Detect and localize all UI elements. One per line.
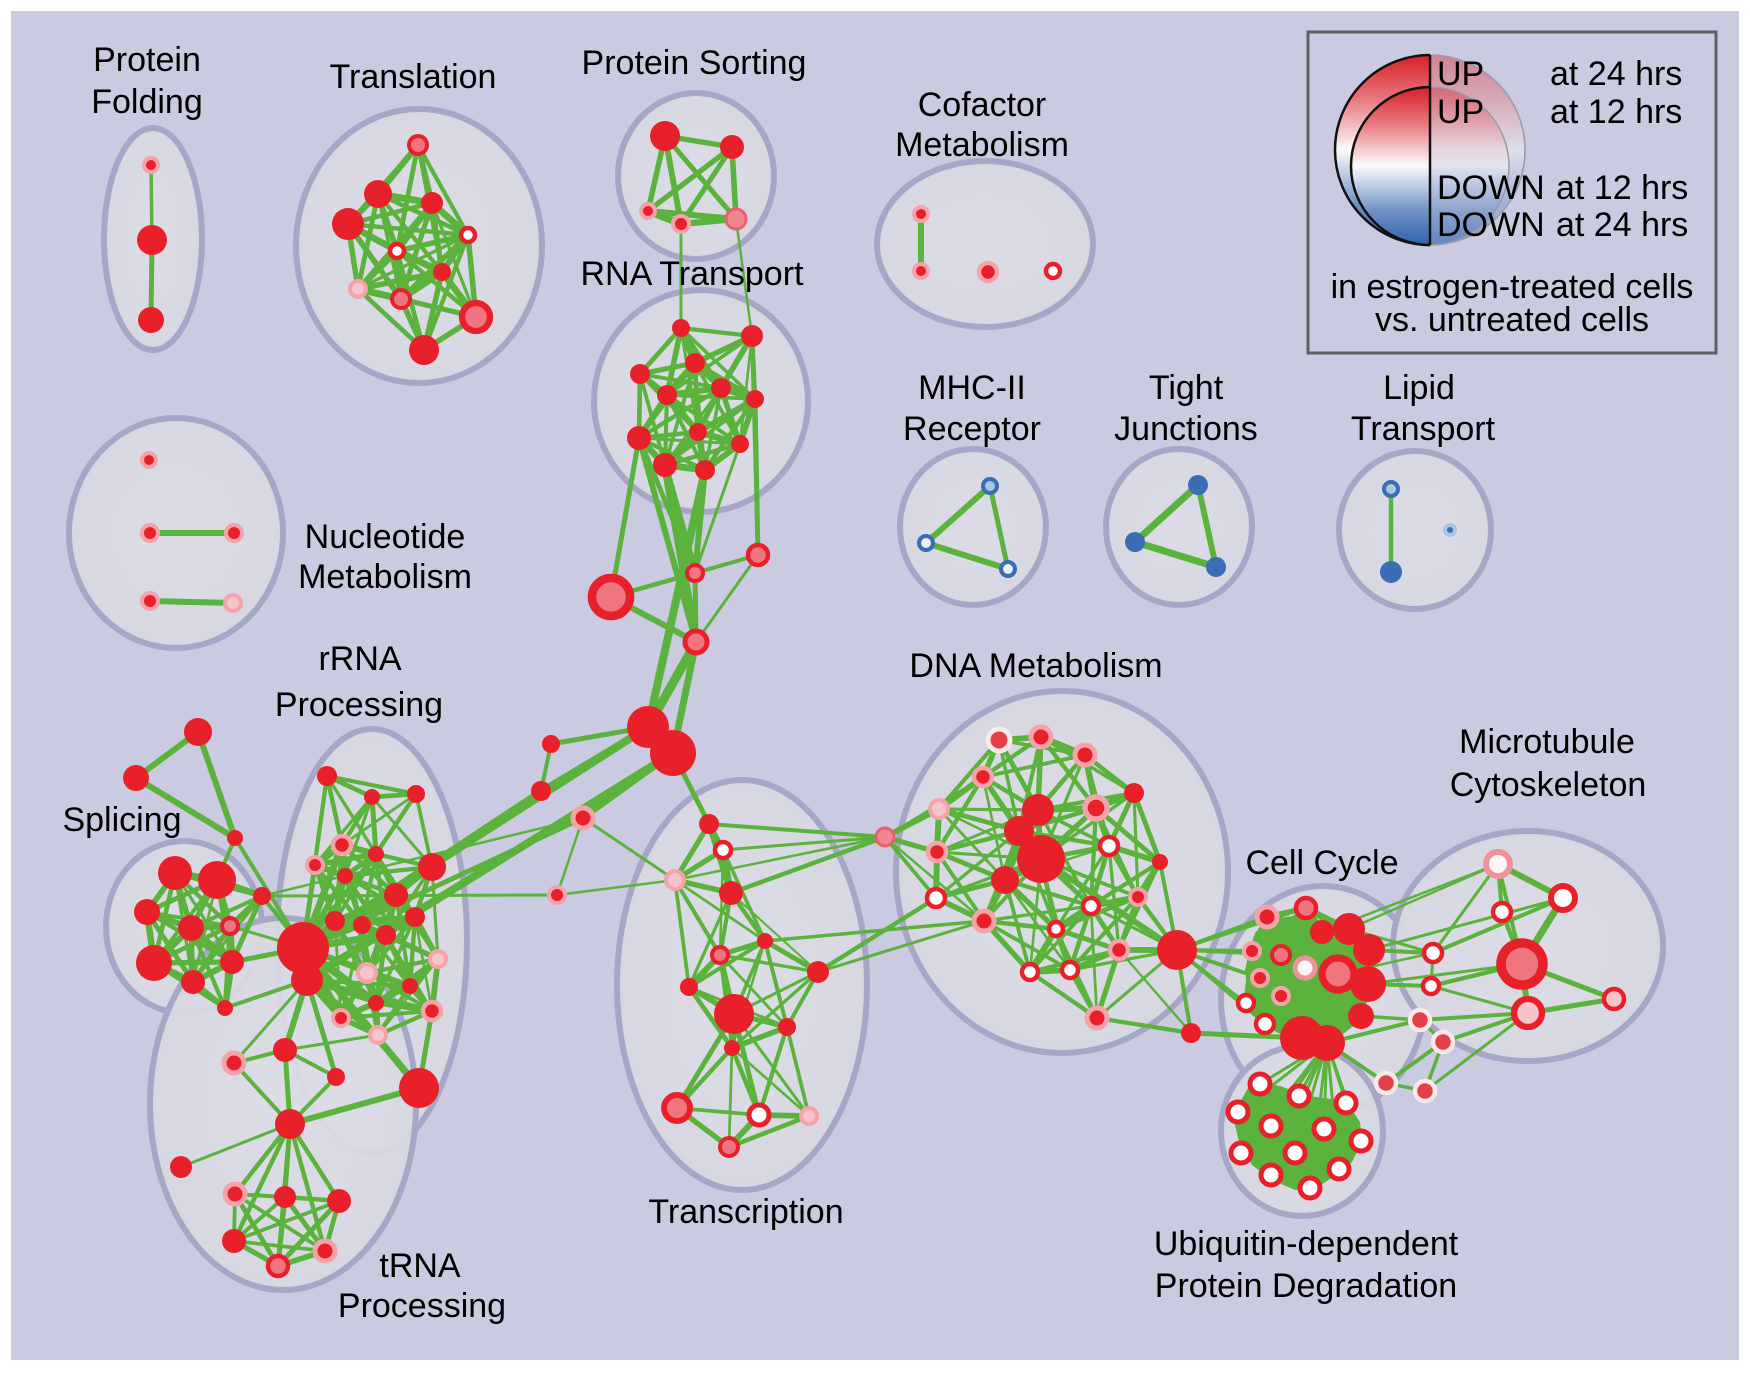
svg-text:Protein Degradation: Protein Degradation bbox=[1155, 1267, 1457, 1305]
svg-text:rRNA: rRNA bbox=[318, 640, 401, 678]
svg-text:MHC-II: MHC-II bbox=[918, 369, 1026, 407]
svg-text:Lipid: Lipid bbox=[1383, 369, 1455, 407]
svg-text:UP: UP bbox=[1437, 55, 1484, 93]
svg-text:RNA Transport: RNA Transport bbox=[581, 255, 805, 293]
svg-text:Receptor: Receptor bbox=[903, 410, 1041, 448]
svg-text:Junctions: Junctions bbox=[1114, 410, 1258, 448]
svg-text:UP: UP bbox=[1437, 93, 1484, 131]
svg-text:Cell Cycle: Cell Cycle bbox=[1245, 844, 1398, 882]
svg-text:Cofactor: Cofactor bbox=[918, 86, 1047, 124]
svg-text:at 12 hrs: at 12 hrs bbox=[1550, 93, 1682, 131]
svg-text:in estrogen-treated cells: in estrogen-treated cells bbox=[1331, 268, 1694, 306]
svg-text:Nucleotide: Nucleotide bbox=[305, 518, 466, 556]
svg-text:at 12 hrs: at 12 hrs bbox=[1556, 169, 1688, 207]
svg-text:Ubiquitin-dependent: Ubiquitin-dependent bbox=[1154, 1225, 1459, 1263]
svg-text:Tight: Tight bbox=[1149, 369, 1224, 407]
svg-text:Folding: Folding bbox=[91, 83, 203, 121]
svg-text:Protein Sorting: Protein Sorting bbox=[582, 44, 807, 82]
svg-text:Transcription: Transcription bbox=[648, 1193, 843, 1231]
svg-text:DNA Metabolism: DNA Metabolism bbox=[909, 647, 1162, 685]
svg-text:Translation: Translation bbox=[330, 58, 497, 96]
svg-text:DOWN: DOWN bbox=[1437, 169, 1545, 207]
svg-text:Protein: Protein bbox=[93, 41, 201, 79]
svg-text:at 24 hrs: at 24 hrs bbox=[1556, 206, 1688, 244]
svg-text:vs. untreated cells: vs. untreated cells bbox=[1375, 301, 1649, 339]
svg-text:Metabolism: Metabolism bbox=[298, 558, 472, 596]
svg-text:DOWN: DOWN bbox=[1437, 206, 1545, 244]
svg-text:tRNA: tRNA bbox=[379, 1247, 461, 1285]
svg-text:Processing: Processing bbox=[275, 686, 443, 724]
svg-text:Splicing: Splicing bbox=[62, 801, 181, 839]
svg-text:Metabolism: Metabolism bbox=[895, 126, 1069, 164]
svg-text:Transport: Transport bbox=[1351, 410, 1496, 448]
svg-text:Processing: Processing bbox=[338, 1287, 506, 1325]
svg-text:Microtubule: Microtubule bbox=[1459, 723, 1635, 761]
svg-text:at 24 hrs: at 24 hrs bbox=[1550, 55, 1682, 93]
svg-text:Cytoskeleton: Cytoskeleton bbox=[1450, 766, 1647, 804]
